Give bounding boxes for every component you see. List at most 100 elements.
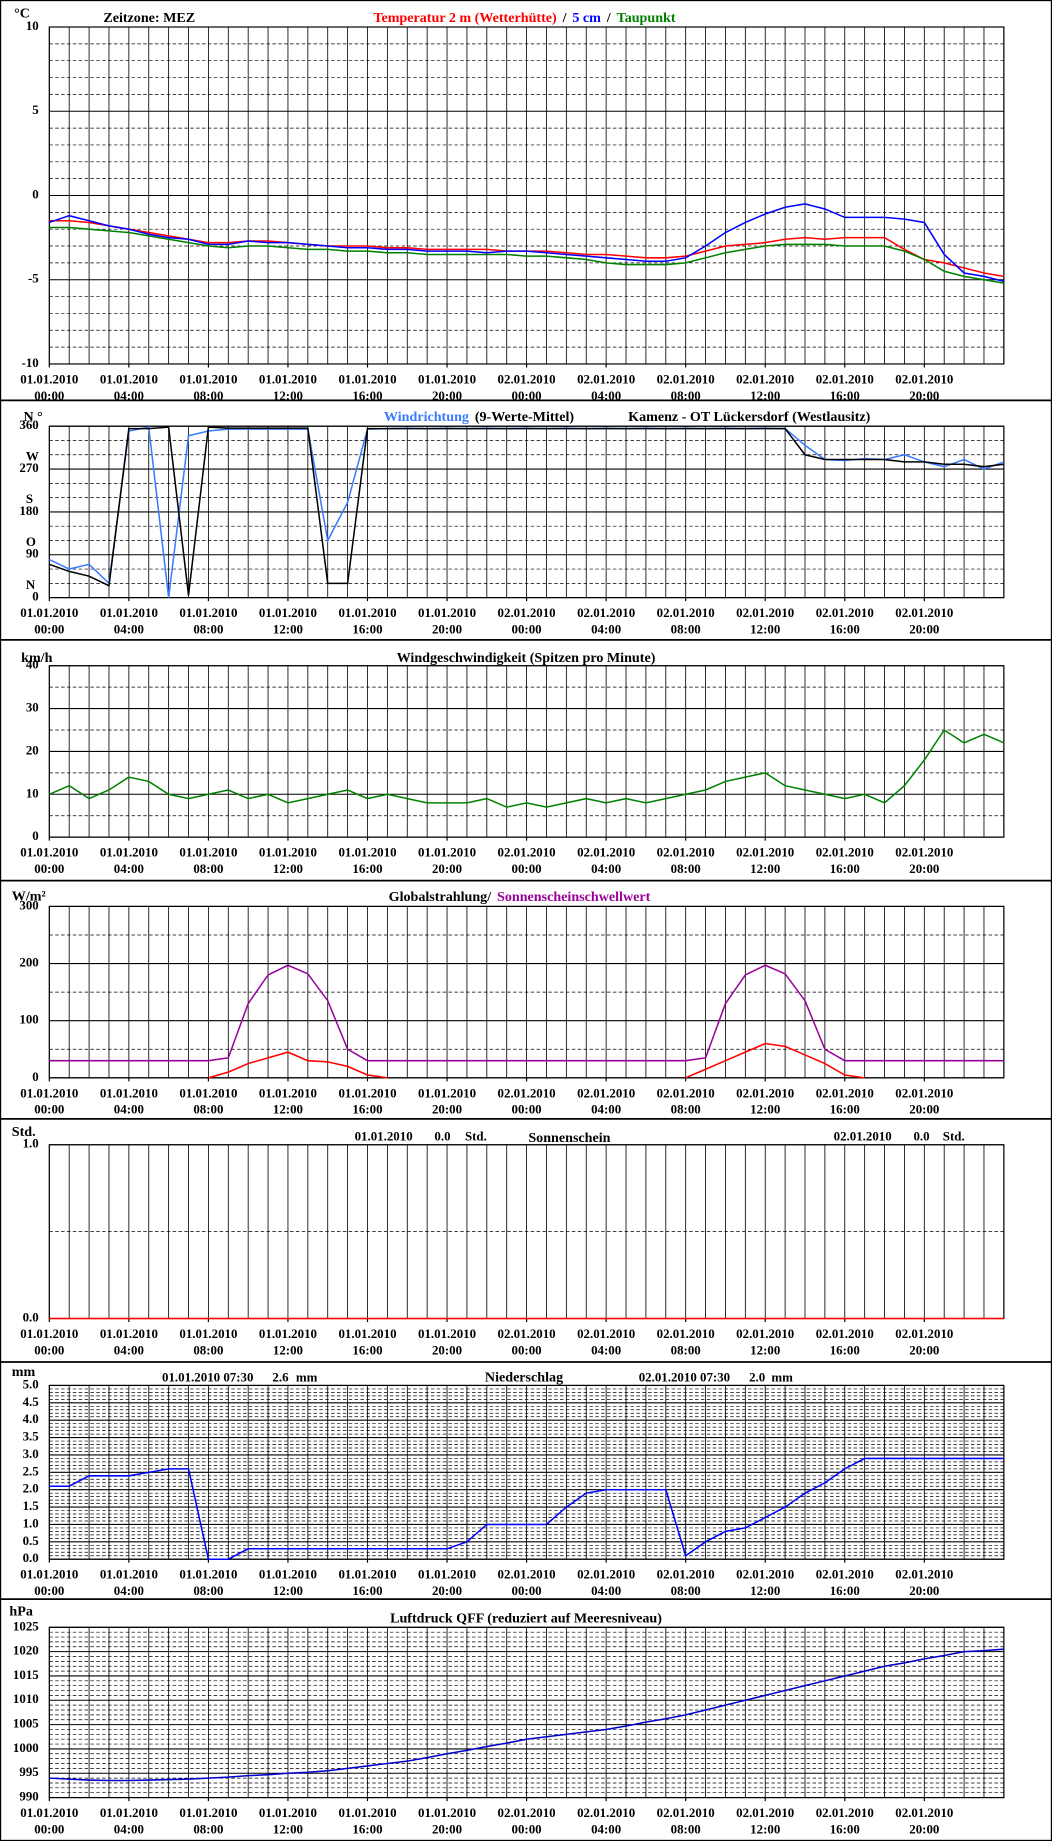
- x-tick-label: 01.01.2010 00:00: [20, 371, 78, 402]
- x-tick-label: 02.01.2010 20:00: [895, 845, 953, 876]
- y-tick-label: 4.5: [23, 1394, 39, 1409]
- legend: Windrichtung (9-Werte-Mittel): [384, 409, 574, 425]
- y-tick-label: 10: [26, 18, 39, 33]
- chart-title: Sonnenschein: [528, 1130, 610, 1146]
- x-tick-label: 01.01.2010 04:00: [100, 845, 158, 876]
- x-tick-label: 01.01.2010 20:00: [418, 1805, 476, 1836]
- x-tick-label: 02.01.2010 16:00: [816, 605, 874, 636]
- x-tick-label: 02.01.2010 20:00: [895, 1085, 953, 1116]
- x-tick-label: 01.01.2010 12:00: [259, 371, 317, 402]
- y-tick-label: 1020: [13, 1643, 39, 1658]
- x-tick-label: 02.01.2010 12:00: [736, 845, 794, 876]
- y-tick-label: -10: [22, 355, 39, 370]
- series-line: [49, 426, 1004, 596]
- x-tick-label: 02.01.2010 00:00: [498, 1567, 556, 1598]
- series-line: [49, 728, 1005, 808]
- annotation-unit: mm: [771, 1369, 793, 1384]
- x-tick-label: 02.01.2010 16:00: [816, 845, 874, 876]
- y-tick-label: -5: [28, 271, 39, 286]
- legend-entry: Sonnenscheinschwellwert: [497, 889, 651, 905]
- x-tick-label: 01.01.2010 00:00: [20, 1567, 78, 1598]
- y-tick-label: 0.0: [23, 1550, 39, 1565]
- x-tick-label: 01.01.2010 12:00: [259, 1085, 317, 1116]
- legend-entry: 5 cm: [572, 10, 601, 26]
- annotation-unit: mm: [296, 1369, 318, 1384]
- y-tick-label: 10: [26, 785, 39, 800]
- x-tick-label: 02.01.2010 12:00: [736, 371, 794, 402]
- chart-title: Windgeschwindigkeit (Spitzen pro Minute): [397, 650, 656, 666]
- y-unit: mm: [12, 1364, 36, 1380]
- x-tick-label: 01.01.2010 08:00: [179, 371, 237, 402]
- y-tick-label: 2.5: [23, 1463, 39, 1478]
- legend-entry: Windrichtung: [384, 409, 469, 425]
- y-tick-label: 1.0: [23, 1136, 39, 1151]
- compass-label: N: [26, 577, 36, 592]
- legend-separator: /: [606, 10, 612, 26]
- compass-label: O: [26, 534, 36, 549]
- x-tick-label: 01.01.2010 12:00: [259, 1326, 317, 1357]
- x-tick-label: 01.01.2010 16:00: [338, 605, 396, 636]
- y-tick-label: 3.5: [23, 1429, 39, 1444]
- x-tick-label: 02.01.2010 08:00: [657, 845, 715, 876]
- y-tick-label: 2.0: [23, 1481, 39, 1496]
- annotation-unit: Std.: [943, 1129, 965, 1144]
- x-tick-label: 02.01.2010 16:00: [816, 1326, 874, 1357]
- y-tick-label: 990: [19, 1789, 38, 1804]
- compass-label: W: [26, 448, 39, 463]
- chart-title: Luftdruck QFF (reduziert auf Meeresnivea…: [390, 1610, 662, 1626]
- x-tick-label: 01.01.2010 20:00: [418, 1567, 476, 1598]
- y-tick-label: 1.0: [23, 1515, 39, 1530]
- series-line: [49, 964, 1004, 1062]
- y-unit: Std.: [12, 1124, 36, 1140]
- x-tick-label: 02.01.2010 00:00: [498, 845, 556, 876]
- x-tick-label: 02.01.2010 04:00: [577, 1805, 635, 1836]
- annotation-date: 01.01.2010: [355, 1129, 413, 1144]
- legend-entry: Globalstrahlung: [389, 889, 488, 905]
- y-tick-label: 300: [19, 897, 38, 912]
- x-tick-label: 01.01.2010 16:00: [338, 1085, 396, 1116]
- x-tick-label: 01.01.2010 08:00: [179, 1805, 237, 1836]
- y-tick-label: 995: [19, 1764, 38, 1779]
- y-tick-label: 0: [32, 186, 38, 201]
- x-tick-label: 02.01.2010 00:00: [498, 1326, 556, 1357]
- x-tick-label: 01.01.2010 04:00: [100, 1085, 158, 1116]
- x-tick-label: 01.01.2010 16:00: [338, 1326, 396, 1357]
- y-tick-label: 180: [19, 503, 38, 518]
- x-tick-label: 02.01.2010 20:00: [895, 1567, 953, 1598]
- y-tick-label: 5: [32, 102, 38, 117]
- y-tick-label: 20: [26, 742, 39, 757]
- x-tick-label: 01.01.2010 20:00: [418, 371, 476, 402]
- series-line: [49, 226, 1004, 284]
- y-tick-label: 90: [26, 546, 39, 561]
- x-tick-label: 01.01.2010 08:00: [179, 845, 237, 876]
- series-line: [49, 203, 1005, 283]
- y-tick-label: 0: [32, 1069, 38, 1084]
- x-tick-label: 02.01.2010 08:00: [657, 1567, 715, 1598]
- x-tick-label: 02.01.2010 08:00: [657, 1805, 715, 1836]
- y-tick-label: 4.0: [23, 1411, 39, 1426]
- station: Kamenz - OT Lückersdorf (Westlausitz): [628, 409, 870, 425]
- y-tick-label: 5.0: [23, 1376, 39, 1391]
- y-tick-label: 0: [32, 828, 38, 843]
- x-tick-label: 01.01.2010 20:00: [418, 1326, 476, 1357]
- x-tick-label: 02.01.2010 00:00: [498, 371, 556, 402]
- legend: Globalstrahlung/ Sonnenscheinschwellwert: [389, 889, 651, 905]
- x-tick-label: 02.01.2010 12:00: [736, 1085, 794, 1116]
- y-tick-label: 270: [19, 460, 38, 475]
- legend-entry: (9-Werte-Mittel): [475, 409, 575, 425]
- x-tick-label: 01.01.2010 00:00: [20, 1085, 78, 1116]
- x-tick-label: 02.01.2010 12:00: [736, 1805, 794, 1836]
- x-tick-label: 02.01.2010 00:00: [498, 1805, 556, 1836]
- x-tick-label: 01.01.2010 04:00: [100, 371, 158, 402]
- y-tick-label: 0.5: [23, 1533, 39, 1548]
- y-unit: hPa: [9, 1603, 32, 1619]
- annotation-date: 02.01.2010 07:30: [639, 1369, 730, 1384]
- x-tick-label: 02.01.2010 08:00: [657, 371, 715, 402]
- x-tick-label: 01.01.2010 12:00: [259, 605, 317, 636]
- x-tick-label: 01.01.2010 04:00: [100, 1326, 158, 1357]
- y-tick-label: 1025: [13, 1618, 39, 1633]
- chart-title: Niederschlag: [485, 1370, 563, 1386]
- y-unit: N °: [23, 409, 42, 425]
